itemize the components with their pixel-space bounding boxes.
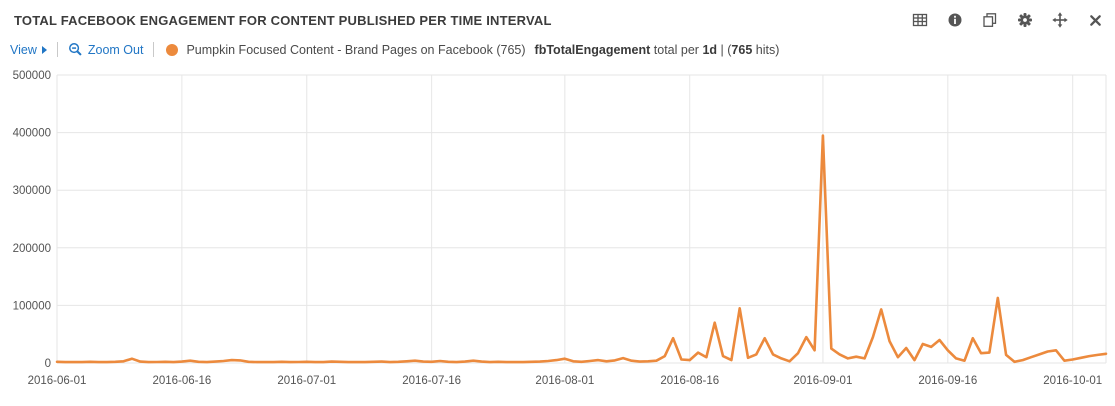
view-menu-label: View	[10, 42, 37, 57]
toolbar-divider	[56, 42, 58, 57]
legend-aggregation: total per	[653, 42, 699, 57]
info-icon[interactable]	[947, 12, 963, 28]
x-tick-label: 2016-08-16	[660, 375, 719, 387]
panel-controls	[912, 12, 1103, 28]
x-tick-label: 2016-07-16	[402, 375, 461, 387]
chart-toolbar: View Zoom Out Pumpkin Focused Content - …	[0, 38, 1115, 61]
x-tick-label: 2016-08-01	[535, 375, 594, 387]
zoom-out-button[interactable]: Zoom Out	[68, 42, 144, 57]
x-tick-label: 2016-06-01	[28, 375, 87, 387]
legend-separator: |	[720, 42, 724, 57]
legend-series-dot[interactable]	[166, 43, 179, 56]
y-tick-label: 300000	[13, 185, 51, 197]
y-tick-label: 500000	[13, 70, 51, 82]
zoom-out-label: Zoom Out	[87, 42, 144, 57]
settings-icon[interactable]	[1017, 12, 1033, 28]
y-tick-label: 100000	[13, 300, 51, 312]
x-tick-label: 2016-06-16	[152, 375, 211, 387]
legend-hits-count: 765	[731, 42, 753, 57]
x-tick-label: 2016-07-01	[277, 375, 336, 387]
chart-area: 0 100000 200000 300000 400000 500000 2016-06-0…	[0, 61, 1115, 401]
y-tick-label: 400000	[13, 128, 51, 140]
close-icon[interactable]	[1087, 12, 1103, 28]
table-view-icon[interactable]	[912, 12, 928, 28]
legend-interval: 1d	[702, 42, 718, 57]
y-tick-label: 200000	[13, 243, 51, 255]
view-menu-link[interactable]: View	[10, 43, 47, 57]
series-line	[55, 134, 1108, 364]
zoom-out-icon	[68, 42, 83, 57]
y-tick-label: 0	[45, 358, 51, 370]
legend-series-label: Pumpkin Focused Content - Brand Pages on…	[186, 42, 526, 57]
panel-header: TOTAL FACEBOOK ENGAGEMENT FOR CONTENT PU…	[0, 0, 1115, 31]
legend-open-paren: (	[727, 42, 732, 57]
duplicate-icon[interactable]	[982, 12, 998, 28]
caret-right-icon	[41, 45, 47, 54]
x-tick-label: 2016-09-01	[794, 375, 853, 387]
panel-title: TOTAL FACEBOOK ENGAGEMENT FOR CONTENT PU…	[14, 12, 552, 28]
x-tick-label: 2016-10-01	[1043, 375, 1102, 387]
toolbar-divider	[153, 42, 155, 57]
x-tick-label: 2016-09-16	[918, 375, 977, 387]
legend-text: Pumpkin Focused Content - Brand Pages on…	[186, 43, 779, 57]
move-icon[interactable]	[1052, 12, 1068, 28]
legend-field-name: fbTotalEngagement	[534, 42, 651, 57]
legend-hits-suffix: hits)	[752, 42, 780, 57]
engagement-line-chart[interactable]: 0 100000 200000 300000 400000 500000 2016-06-0…	[0, 61, 1115, 401]
